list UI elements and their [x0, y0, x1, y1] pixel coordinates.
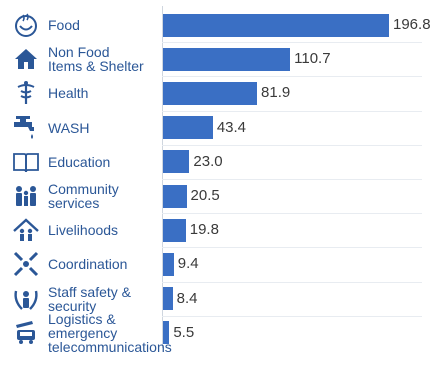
community-people-icon	[12, 182, 40, 210]
category-axis-line	[162, 6, 163, 348]
chart-row: Food 196.8	[0, 8, 435, 42]
bar	[163, 321, 170, 345]
bar-value-label: 8.4	[176, 289, 198, 307]
livelihoods-icon	[12, 216, 40, 244]
coordination-icon	[12, 250, 40, 278]
category-label: Livelihoods	[48, 222, 119, 239]
bar	[163, 81, 258, 105]
chart-row: Education 23.0	[0, 145, 435, 179]
food-icon	[12, 11, 40, 39]
logistics-truck-icon	[12, 319, 40, 347]
row-separator	[162, 213, 422, 215]
chart-row: Coordination 9.4	[0, 247, 435, 281]
category-label: Education	[48, 153, 111, 170]
bar-value-label: 23.0	[193, 152, 223, 170]
category-label: Coordination	[48, 256, 128, 273]
category-label: Health	[48, 85, 89, 102]
category-label: Logistics & emergency telecommunications	[48, 310, 172, 355]
row-separator	[162, 281, 422, 283]
bar	[163, 116, 213, 140]
row-separator	[162, 76, 422, 78]
bar-value-label: 110.7	[294, 50, 331, 68]
bar-value-label: 81.9	[261, 84, 291, 102]
category-label: WASH	[48, 119, 90, 136]
category-label: Non Food Items & Shelter	[48, 44, 144, 75]
chart-row: Non Food Items & Shelter 110.7	[0, 42, 435, 76]
bar-value-label: 43.4	[216, 118, 247, 136]
bar	[163, 184, 187, 208]
chart-row: Staff safety & security 8.4	[0, 282, 435, 316]
chart-row: Livelihoods 19.8	[0, 213, 435, 247]
category-label: Staff safety & security	[48, 283, 132, 314]
row-separator	[162, 144, 422, 146]
bar-value-label: 9.4	[177, 255, 199, 273]
chart-row: WASH 43.4	[0, 111, 435, 145]
bar	[163, 287, 173, 311]
row-separator	[162, 247, 422, 249]
bar-value-label: 196.8	[393, 16, 431, 34]
bar-value-label: 19.8	[189, 221, 219, 239]
category-label: Community services	[48, 181, 119, 212]
health-icon	[12, 79, 40, 107]
row-separator	[162, 42, 422, 44]
staff-safety-icon	[12, 285, 40, 313]
bar-value-label: 20.5	[190, 187, 220, 205]
row-separator	[162, 179, 422, 180]
category-label: Food	[48, 17, 80, 34]
row-separator	[162, 110, 422, 112]
bar	[163, 218, 186, 242]
bar	[163, 47, 291, 71]
chart-row: Community services 20.5	[0, 179, 435, 213]
chart-row: Health 81.9	[0, 76, 435, 110]
row-separator	[162, 315, 422, 317]
chart-row: Logistics & emergency telecommunications 5.…	[0, 312, 435, 354]
bar	[163, 13, 389, 37]
bar	[163, 252, 174, 276]
education-book-icon	[12, 148, 40, 176]
wash-tap-icon	[12, 114, 40, 142]
bar	[163, 150, 190, 174]
bar-value-label: 5.5	[173, 323, 195, 341]
shelter-icon	[12, 45, 40, 73]
